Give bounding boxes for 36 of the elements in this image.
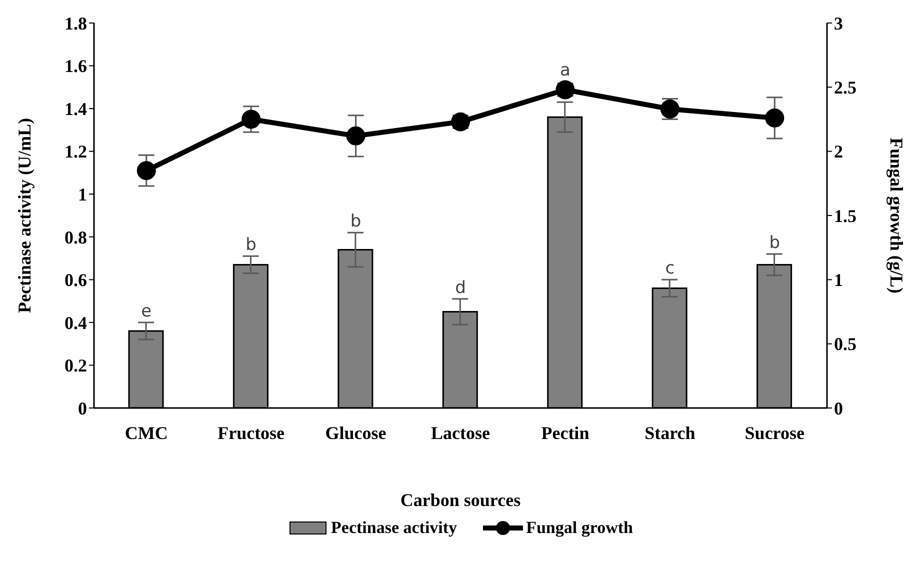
x-axis-title: Carbon sources (400, 490, 521, 510)
y-tick-label: 1.8 (64, 13, 87, 34)
x-tick-label: Fructose (218, 422, 285, 443)
y-tick-label: 0.6 (64, 270, 87, 290)
y2-tick-label: 1 (834, 270, 843, 290)
y-tick-label: 0.8 (64, 227, 87, 248)
annotation: b (246, 235, 256, 256)
annotation: e (141, 301, 152, 322)
y2-axis-title: Fungal growth (g/L) (886, 138, 907, 294)
y2-tick-label: 2 (834, 142, 843, 162)
y-tick-label: 0 (78, 398, 87, 418)
y-tick-label: 1.2 (64, 142, 87, 162)
x-tick-label: Sucrose (744, 422, 804, 443)
annotation: b (350, 212, 362, 232)
x-tick-label: Glucose (325, 422, 386, 443)
y2-tick-label: 3 (834, 13, 843, 34)
annotation: c (665, 258, 675, 279)
annotation: b (769, 233, 780, 253)
x-tick-label: Starch (644, 422, 696, 443)
y2-tick-label: 0 (834, 398, 843, 418)
y-tick-label: 0.4 (64, 312, 87, 333)
y-tick-label: 1.6 (64, 56, 87, 76)
annotation: a (560, 60, 570, 81)
legend-label: Pectinase activity (330, 518, 458, 538)
legend-label: Fungal growth (525, 518, 633, 538)
y-tick-label: 0.2 (64, 356, 87, 376)
y-axis-title: Pectinase activity (U/mL) (14, 118, 34, 313)
x-tick-label: CMC (124, 422, 168, 443)
y-tick-label: 1 (78, 184, 87, 204)
x-tick-label: Pectin (541, 422, 590, 443)
y2-tick-label: 2.5 (834, 78, 856, 98)
x-tick-label: Lactose (431, 422, 490, 443)
y2-tick-label: 1.5 (834, 206, 856, 226)
y-tick-label: 1.4 (64, 98, 87, 119)
y2-tick-label: 0.5 (834, 334, 856, 354)
annotation: d (455, 278, 466, 298)
